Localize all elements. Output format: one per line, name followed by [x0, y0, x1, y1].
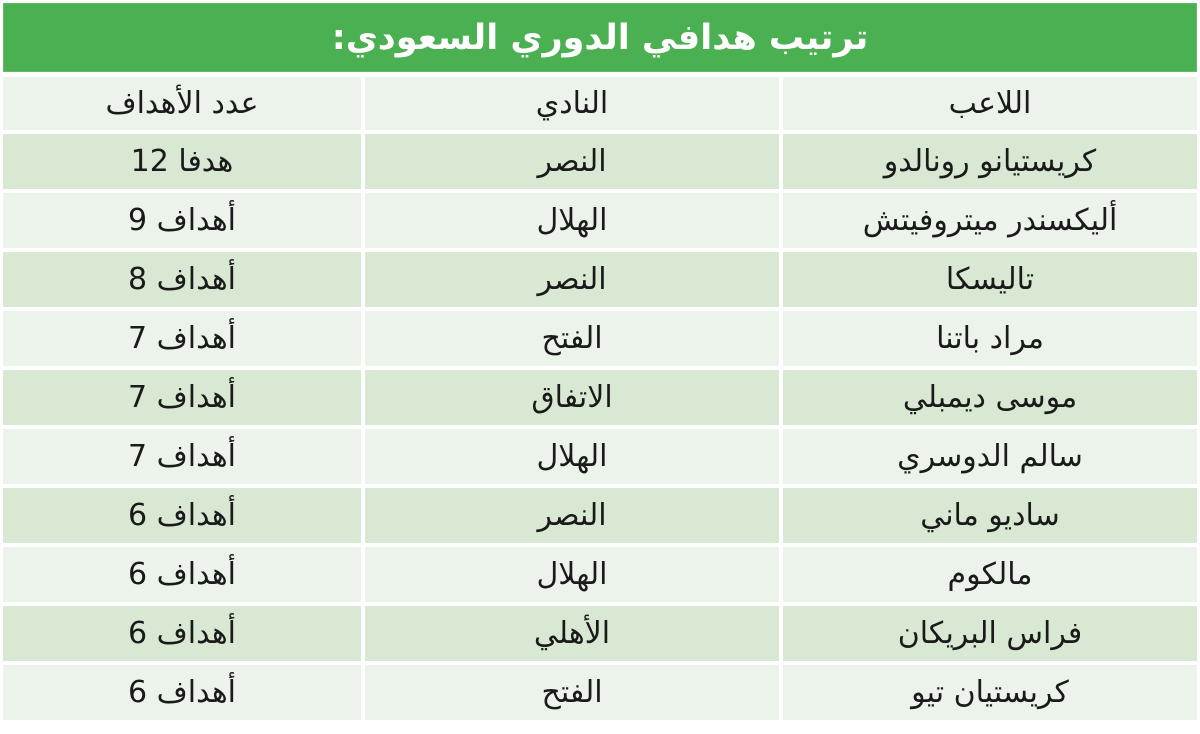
player-name: كريستيان تيو: [783, 665, 1197, 720]
club-name: النصر: [365, 488, 779, 543]
table-title-bar: ترتيب هدافي الدوري السعودي:: [3, 3, 1197, 72]
goals-count: 7 أهداف: [3, 429, 361, 484]
goals-count: 12 هدفا: [3, 134, 361, 189]
column-header-goals: عدد الأهداف: [3, 77, 361, 130]
goals-count: 6 أهداف: [3, 488, 361, 543]
column-header-player: اللاعب: [783, 77, 1197, 130]
club-name: النصر: [365, 134, 779, 189]
club-name: الفتح: [365, 665, 779, 720]
player-name: ساديو ماني: [783, 488, 1197, 543]
player-name: فراس البريكان: [783, 606, 1197, 661]
player-name: تاليسكا: [783, 252, 1197, 307]
club-name: النصر: [365, 252, 779, 307]
player-name: موسى ديمبلي: [783, 370, 1197, 425]
club-name: الهلال: [365, 193, 779, 248]
goals-count: 8 أهداف: [3, 252, 361, 307]
player-name: مراد باتنا: [783, 311, 1197, 366]
page-title: ترتيب هدافي الدوري السعودي:: [331, 17, 869, 58]
goals-count: 6 أهداف: [3, 606, 361, 661]
club-name: الهلال: [365, 429, 779, 484]
top-scorers-table: اللاعب النادي عدد الأهداف كريستيانو رونا…: [3, 77, 1197, 720]
player-name: أليكسندر ميتروفيتش: [783, 193, 1197, 248]
club-name: الهلال: [365, 547, 779, 602]
goals-count: 7 أهداف: [3, 370, 361, 425]
club-name: الأهلي: [365, 606, 779, 661]
goals-count: 9 أهداف: [3, 193, 361, 248]
player-name: كريستيانو رونالدو: [783, 134, 1197, 189]
column-header-club: النادي: [365, 77, 779, 130]
goals-count: 6 أهداف: [3, 665, 361, 720]
player-name: سالم الدوسري: [783, 429, 1197, 484]
player-name: مالكوم: [783, 547, 1197, 602]
goals-count: 7 أهداف: [3, 311, 361, 366]
club-name: الاتفاق: [365, 370, 779, 425]
goals-count: 6 أهداف: [3, 547, 361, 602]
club-name: الفتح: [365, 311, 779, 366]
